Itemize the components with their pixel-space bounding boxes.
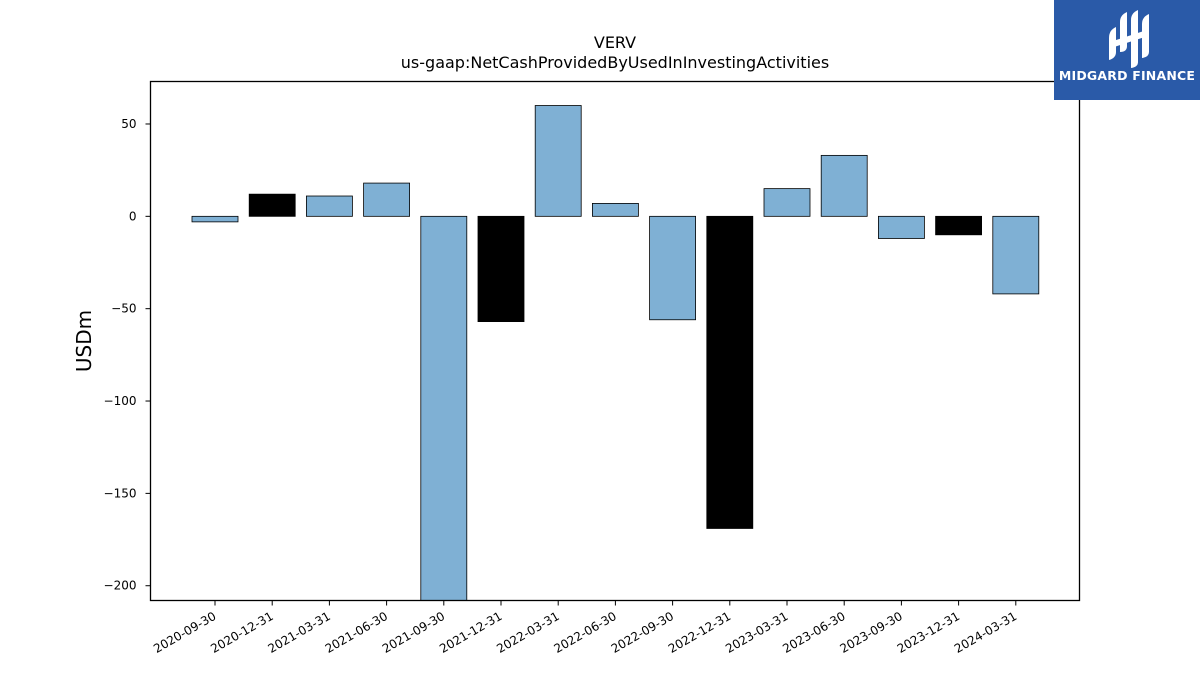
x-tick-label: 2020-12-31 bbox=[208, 609, 275, 656]
y-tick-label: 0 bbox=[129, 209, 137, 223]
x-tick-label: 2022-06-30 bbox=[551, 609, 618, 656]
bar-2022-06-30 bbox=[592, 203, 639, 217]
y-tick-label: −150 bbox=[104, 486, 137, 500]
bar-2023-03-31 bbox=[763, 188, 811, 217]
x-tick-label: 2021-03-31 bbox=[265, 609, 332, 656]
bar-2021-03-31 bbox=[305, 195, 353, 217]
x-tick-label: 2022-09-30 bbox=[609, 609, 676, 656]
bar-2023-06-30 bbox=[820, 154, 868, 217]
logo-mark-icon bbox=[1109, 10, 1149, 68]
plot-frame bbox=[149, 80, 1081, 602]
x-tick-label: 2022-03-31 bbox=[494, 609, 561, 656]
x-tick-label: 2023-06-30 bbox=[780, 609, 847, 656]
bars-group bbox=[191, 105, 1040, 601]
brand-logo: MIDGARD FINANCE bbox=[1054, 0, 1200, 100]
x-tick-label: 2021-06-30 bbox=[323, 609, 390, 656]
bar-2021-12-31 bbox=[477, 215, 525, 323]
x-tick-label: 2023-03-31 bbox=[723, 609, 790, 656]
chart-title: VERV bbox=[594, 33, 636, 52]
y-tick-label: −50 bbox=[111, 302, 136, 316]
y-ticks-group: 50 0 −50 −100 −150 −200 bbox=[104, 117, 151, 593]
x-tick-label: 2023-12-31 bbox=[895, 609, 962, 656]
brand-name: MIDGARD FINANCE bbox=[1058, 68, 1196, 83]
y-tick-label: 50 bbox=[121, 117, 136, 131]
y-axis-label: USDm bbox=[72, 310, 96, 372]
y-tick-label: −200 bbox=[104, 579, 137, 593]
y-tick-label: −100 bbox=[104, 394, 137, 408]
x-ticks-group: 2020-09-302020-12-312021-03-312021-06-30… bbox=[151, 600, 1019, 656]
bar-2023-12-31 bbox=[935, 215, 982, 236]
bar-2020-12-31 bbox=[248, 193, 296, 217]
x-tick-label: 2022-12-31 bbox=[666, 609, 733, 656]
bar-2021-09-30 bbox=[420, 215, 468, 601]
bar-2022-03-31 bbox=[534, 105, 582, 217]
bar-2023-09-30 bbox=[878, 215, 925, 239]
x-tick-label: 2021-12-31 bbox=[437, 609, 504, 656]
x-tick-label: 2021-09-30 bbox=[380, 609, 447, 656]
x-tick-label: 2023-09-30 bbox=[837, 609, 904, 656]
bar-2021-06-30 bbox=[363, 182, 411, 217]
bar-2024-03-31 bbox=[992, 215, 1040, 295]
x-tick-label: 2020-09-30 bbox=[151, 609, 218, 656]
chart-subtitle: us-gaap:NetCashProvidedByUsedInInvesting… bbox=[401, 53, 829, 72]
bar-2022-09-30 bbox=[649, 215, 696, 321]
bar-2022-12-31 bbox=[706, 215, 754, 529]
x-tick-label: 2024-03-31 bbox=[952, 609, 1019, 656]
bar-2020-09-30 bbox=[191, 215, 239, 223]
